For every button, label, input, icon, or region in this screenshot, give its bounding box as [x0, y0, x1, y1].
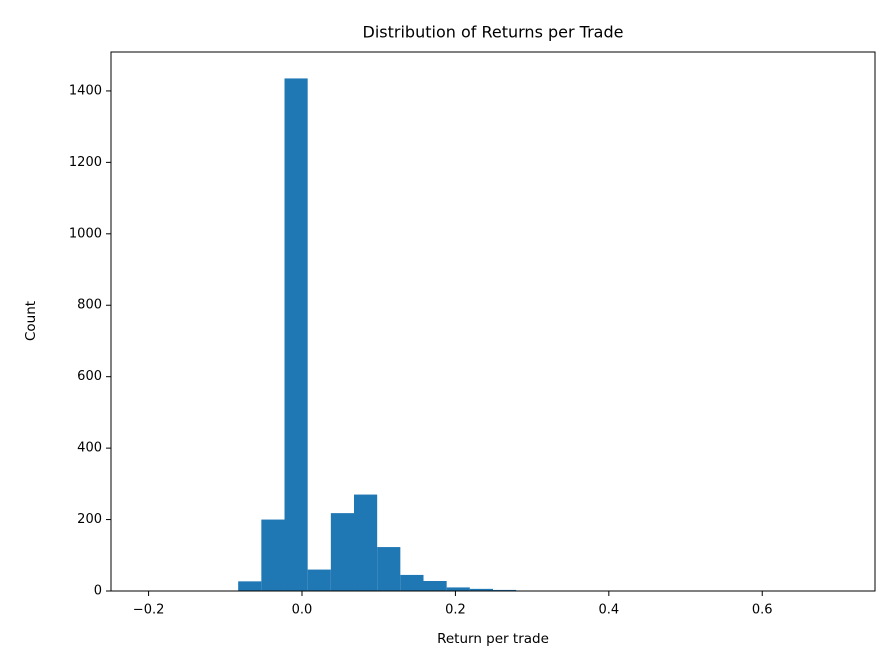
- y-axis-label: Count: [23, 301, 39, 341]
- bar: [493, 589, 517, 591]
- x-tick-label: 0.0: [292, 603, 313, 618]
- y-tick-label: 800: [77, 298, 102, 313]
- y-tick-label: 1000: [69, 226, 102, 241]
- bar: [330, 513, 355, 591]
- bar: [446, 587, 470, 591]
- bar: [307, 569, 331, 591]
- plot-frame: [110, 51, 876, 592]
- y-tick-label: 0: [94, 584, 102, 599]
- x-tick-label: 0.6: [752, 603, 773, 618]
- x-axis-label: Return per trade: [437, 631, 549, 647]
- y-tick-label: 1200: [69, 155, 102, 170]
- bar: [261, 519, 285, 591]
- bar: [423, 580, 447, 591]
- bar: [284, 78, 308, 592]
- y-tick-label: 400: [77, 441, 102, 456]
- x-tick-label: −0.2: [133, 603, 165, 618]
- y-tick-label: 1400: [69, 83, 102, 98]
- bar: [377, 547, 401, 591]
- x-tick-label: 0.4: [598, 603, 619, 618]
- chart-title: Distribution of Returns per Trade: [363, 23, 624, 42]
- y-tick-label: 600: [77, 369, 102, 384]
- x-tick-label: 0.2: [445, 603, 466, 618]
- bar: [400, 574, 424, 591]
- y-tick-label: 200: [77, 512, 102, 527]
- bar: [354, 494, 378, 591]
- bar: [469, 588, 493, 591]
- bar: [238, 581, 262, 591]
